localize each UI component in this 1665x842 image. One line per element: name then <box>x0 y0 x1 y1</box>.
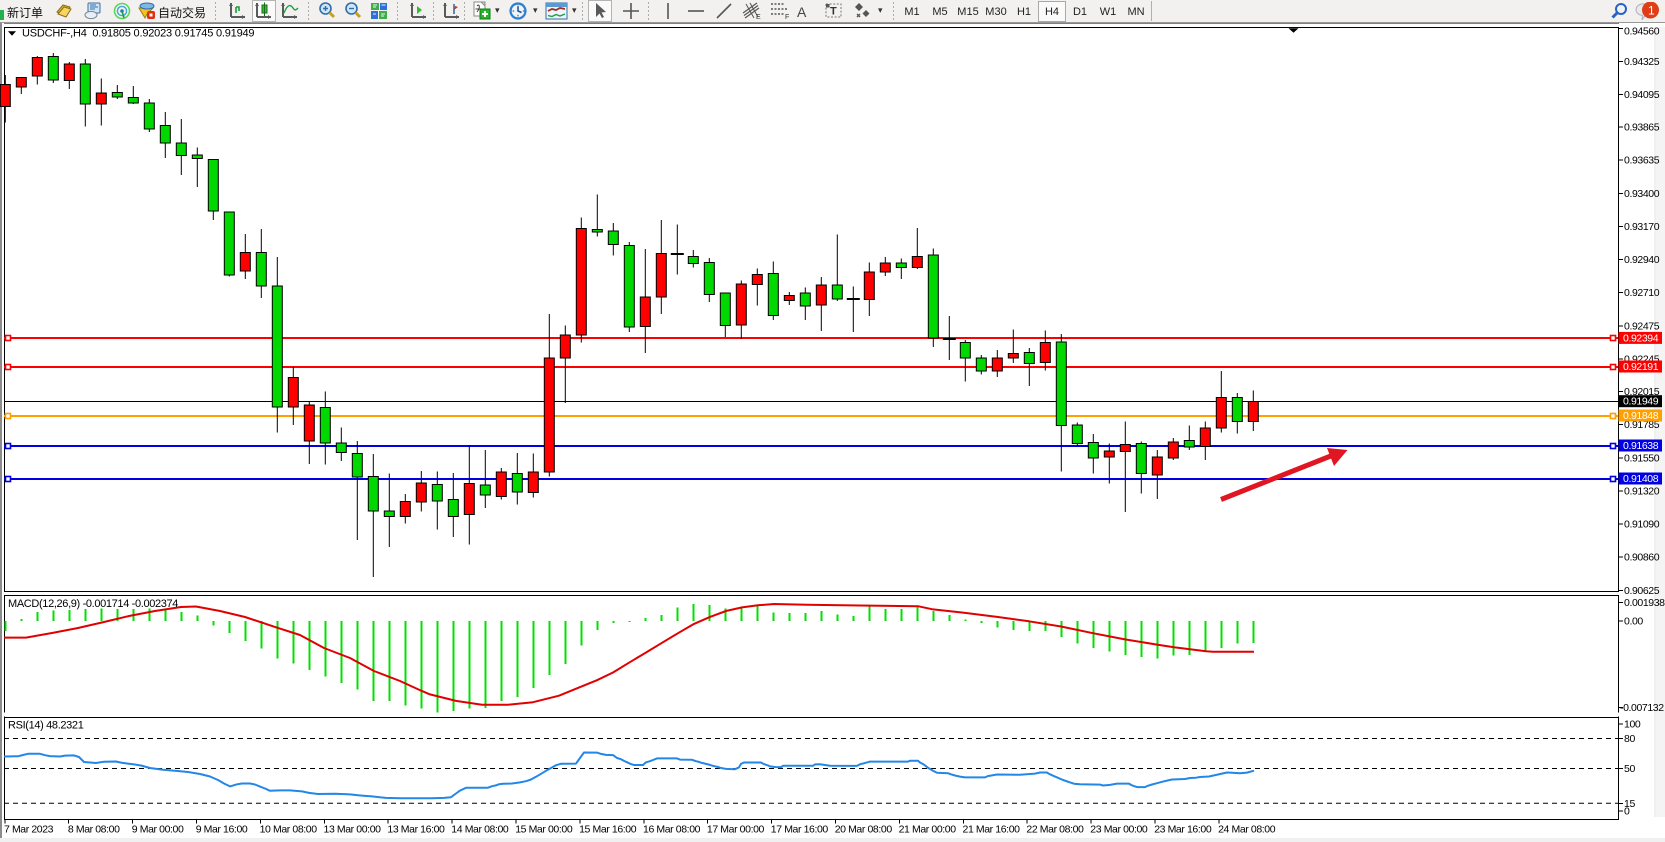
svg-text:0.93635: 0.93635 <box>1624 155 1660 167</box>
svg-text:0: 0 <box>1624 806 1630 818</box>
svg-text:20 Mar 08:00: 20 Mar 08:00 <box>835 824 893 836</box>
svg-text:13 Mar 00:00: 13 Mar 00:00 <box>324 824 382 836</box>
svg-text:15 Mar 00:00: 15 Mar 00:00 <box>515 824 573 836</box>
svg-text:15 Mar 16:00: 15 Mar 16:00 <box>579 824 637 836</box>
svg-text:0.90625: 0.90625 <box>1624 585 1660 597</box>
svg-text:13 Mar 16:00: 13 Mar 16:00 <box>387 824 445 836</box>
svg-text:9 Mar 00:00: 9 Mar 00:00 <box>132 824 184 836</box>
svg-text:16 Mar 08:00: 16 Mar 08:00 <box>643 824 701 836</box>
svg-text:80: 80 <box>1624 733 1635 745</box>
svg-text:23 Mar 00:00: 23 Mar 00:00 <box>1090 824 1148 836</box>
svg-text:22 Mar 08:00: 22 Mar 08:00 <box>1026 824 1084 836</box>
svg-text:0.93170: 0.93170 <box>1624 221 1660 233</box>
svg-text:0.92191: 0.92191 <box>1623 361 1659 373</box>
svg-text:1: 1 <box>1648 4 1655 18</box>
svg-text:0.91848: 0.91848 <box>1623 410 1659 422</box>
svg-text:F: F <box>785 14 789 21</box>
svg-text:17 Mar 00:00: 17 Mar 00:00 <box>707 824 765 836</box>
svg-text:50: 50 <box>1624 763 1635 775</box>
svg-text:23 Mar 16:00: 23 Mar 16:00 <box>1154 824 1212 836</box>
svg-text:17 Mar 16:00: 17 Mar 16:00 <box>771 824 829 836</box>
svg-text:7 Mar 2023: 7 Mar 2023 <box>4 824 54 836</box>
svg-text:24 Mar 08:00: 24 Mar 08:00 <box>1218 824 1276 836</box>
svg-text:0.91949: 0.91949 <box>1623 396 1659 408</box>
svg-text:0.91550: 0.91550 <box>1624 453 1660 465</box>
svg-text:0.91090: 0.91090 <box>1624 518 1660 530</box>
svg-text:0.92710: 0.92710 <box>1624 287 1660 299</box>
svg-text:21 Mar 16:00: 21 Mar 16:00 <box>963 824 1021 836</box>
svg-text:0.91785: 0.91785 <box>1624 419 1660 431</box>
svg-text:0.92940: 0.92940 <box>1624 254 1660 266</box>
svg-text:-0.007132: -0.007132 <box>1620 702 1664 714</box>
svg-text:0.91408: 0.91408 <box>1623 473 1659 485</box>
svg-text:15: 15 <box>1624 798 1635 810</box>
svg-text:0.91638: 0.91638 <box>1623 440 1659 452</box>
svg-text:0.93865: 0.93865 <box>1624 122 1660 134</box>
svg-text:21 Mar 00:00: 21 Mar 00:00 <box>899 824 957 836</box>
svg-text:0.00: 0.00 <box>1624 615 1643 627</box>
svg-text:100: 100 <box>1624 718 1641 730</box>
svg-text:0.94095: 0.94095 <box>1624 89 1660 101</box>
svg-text:E: E <box>756 14 761 21</box>
svg-text:14 Mar 08:00: 14 Mar 08:00 <box>451 824 509 836</box>
svg-text:8 Mar 08:00: 8 Mar 08:00 <box>68 824 120 836</box>
svg-text:0.94560: 0.94560 <box>1624 26 1660 38</box>
svg-text:0.93400: 0.93400 <box>1624 188 1660 200</box>
svg-text:10 Mar 08:00: 10 Mar 08:00 <box>260 824 318 836</box>
svg-text:MACD(12,26,9) -0.001714 -0.002: MACD(12,26,9) -0.001714 -0.002374 <box>8 598 178 610</box>
svg-text:0.92475: 0.92475 <box>1624 320 1660 332</box>
svg-text:0.91320: 0.91320 <box>1624 486 1660 498</box>
svg-text:0.94325: 0.94325 <box>1624 56 1660 68</box>
svg-text:0.90860: 0.90860 <box>1624 551 1660 563</box>
svg-text:T: T <box>830 6 837 18</box>
svg-text:0.001938: 0.001938 <box>1624 597 1665 609</box>
svg-text:RSI(14) 48.2321: RSI(14) 48.2321 <box>8 720 84 732</box>
svg-text:USDCHF-,H4 0.91805 0.92023 0.: USDCHF-,H4 0.91805 0.92023 0.91745 0.919… <box>22 28 254 40</box>
svg-text:9 Mar 16:00: 9 Mar 16:00 <box>196 824 248 836</box>
svg-text:0.92394: 0.92394 <box>1623 332 1659 344</box>
